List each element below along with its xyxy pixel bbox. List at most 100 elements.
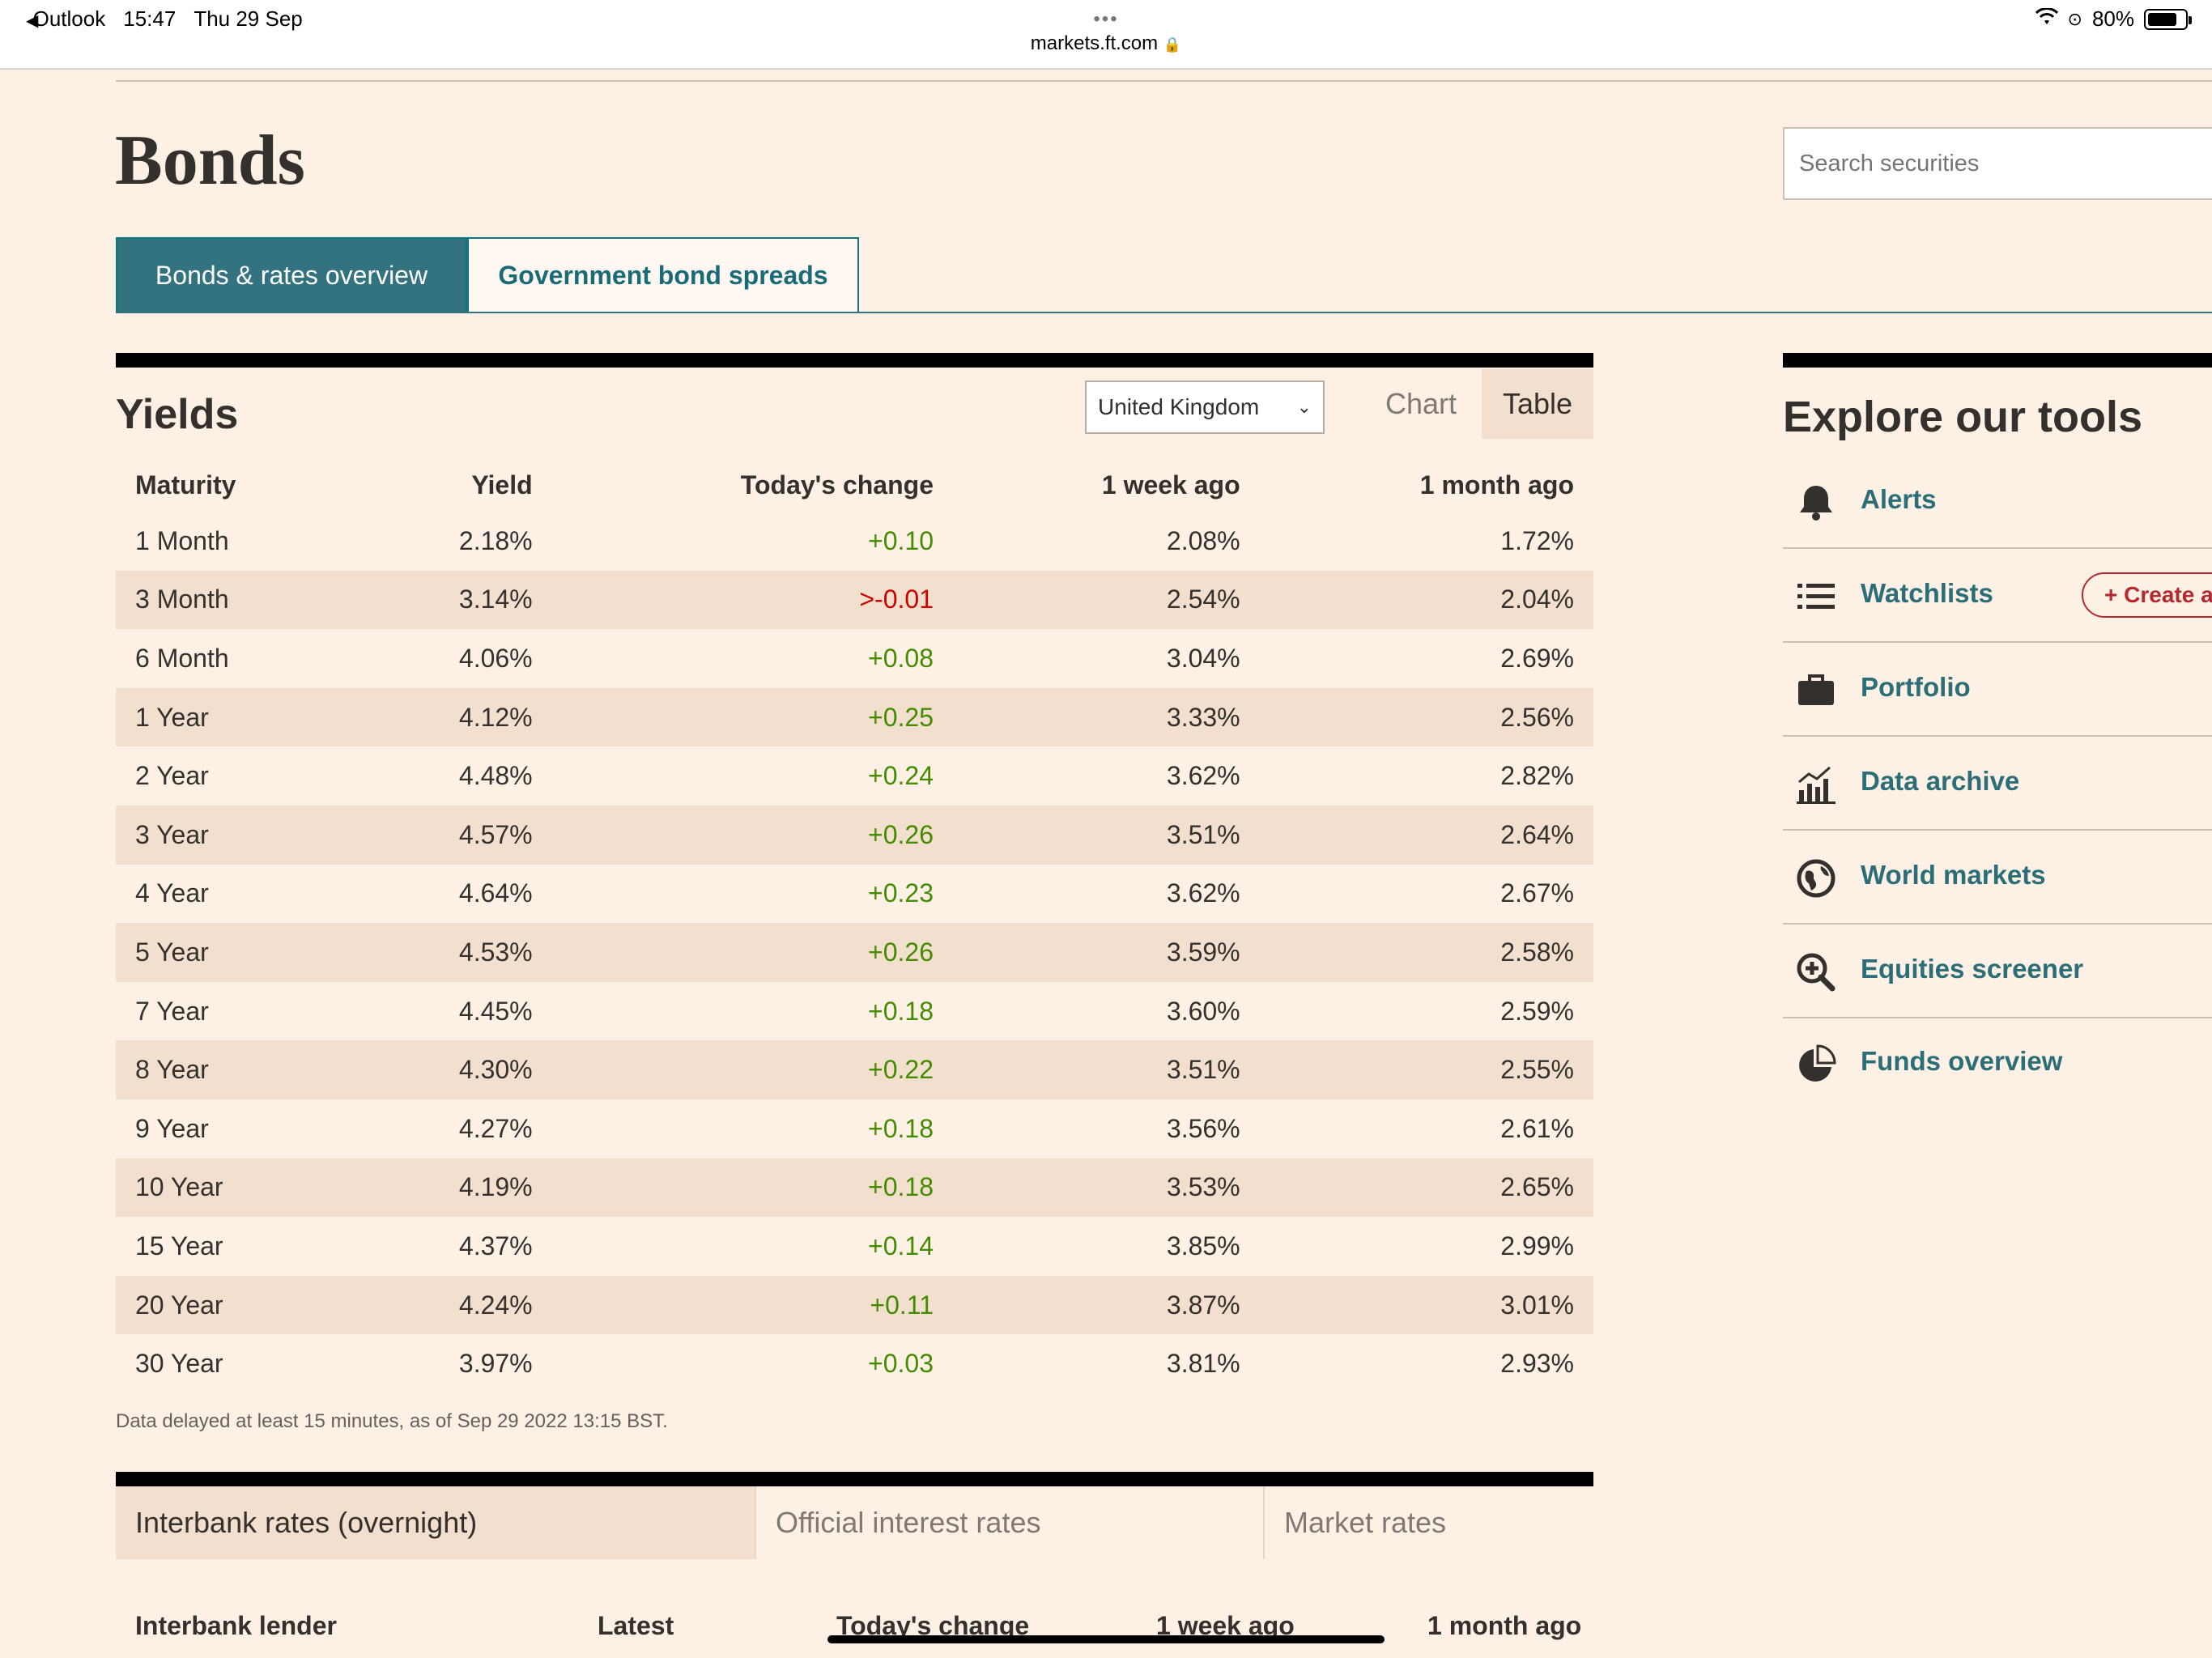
cell-1-month-ago: 2.93% (1500, 1349, 1574, 1379)
magnifier-plus-icon (1797, 953, 1836, 992)
cell-1-week-ago: 3.59% (952, 923, 1260, 982)
table-row: 10 Year 4.19% +0.18 3.53% 2.65% (116, 1158, 1593, 1218)
cell-todays-change: +0.25 (551, 687, 953, 747)
cell-yield: 4.57% (357, 805, 552, 865)
tool-world-markets[interactable]: World markets (1783, 832, 2212, 925)
create-watchlist-button[interactable]: + Create a (2082, 572, 2212, 618)
rates-tabs: Interbank rates (overnight) Official int… (116, 1486, 1593, 1559)
address-url[interactable]: markets.ft.com 🔒 (1030, 32, 1182, 54)
status-date: Thu 29 Sep (194, 6, 303, 31)
cell-yield: 4.06% (458, 643, 533, 673)
cell-1-week-ago: 3.56% (1166, 1113, 1240, 1143)
cell-1-month-ago: 2.69% (1500, 643, 1574, 673)
cell-1-month-ago: 2.82% (1500, 761, 1574, 791)
cell-maturity[interactable]: 10 Year (116, 1158, 358, 1218)
chevron-down-icon: ⌄ (1296, 397, 1312, 417)
tool-alerts[interactable]: Alerts (1783, 457, 2212, 549)
tool-watchlists-label: Watchlists (1861, 578, 1993, 608)
tab-market-rates[interactable]: Market rates (1263, 1486, 1593, 1559)
cell-maturity[interactable]: 8 Year (116, 1040, 358, 1099)
cell-maturity[interactable]: 5 Year (116, 923, 358, 982)
country-select-value: United Kingdom (1098, 394, 1260, 419)
pie-chart-icon (1799, 1044, 1836, 1082)
wifi-icon (2035, 6, 2058, 32)
view-chart-toggle[interactable]: Chart (1385, 387, 1457, 420)
chart-archive-icon (1797, 766, 1836, 804)
cell-1-month-ago: 3.01% (1259, 1275, 1593, 1335)
col-todays-change: Today's change (740, 470, 934, 500)
cell-yield: 4.27% (458, 1113, 533, 1143)
tool-funds-overview[interactable]: Funds overview (1783, 1018, 2212, 1111)
cell-yield: 4.45% (458, 996, 533, 1026)
tool-portfolio-label: Portfolio (1861, 672, 1971, 702)
cell-1-week-ago: 3.51% (952, 805, 1260, 865)
tab-bonds-rates-overview[interactable]: Bonds & rates overview (116, 237, 467, 313)
yields-top-bar (116, 353, 1593, 368)
cell-yield: 4.30% (357, 1040, 552, 1099)
globe-icon (1797, 859, 1836, 898)
status-time: 15:47 (123, 6, 177, 31)
cell-maturity[interactable]: 1 Month (135, 525, 229, 555)
tab-government-bond-spreads[interactable]: Government bond spreads (467, 237, 859, 313)
cell-1-week-ago: 2.54% (952, 570, 1260, 630)
cell-1-week-ago: 3.60% (1166, 996, 1240, 1026)
table-row: 4 Year 4.64% +0.23 3.62% 2.67% (116, 865, 1593, 924)
cell-yield: 4.24% (357, 1275, 552, 1335)
cell-1-week-ago: 3.81% (1166, 1349, 1240, 1379)
cell-maturity[interactable]: 2 Year (135, 761, 209, 791)
cell-maturity[interactable]: 1 Year (116, 687, 358, 747)
cell-maturity[interactable]: 6 Month (135, 643, 229, 673)
cell-yield: 4.53% (357, 923, 552, 982)
cell-maturity[interactable]: 3 Month (116, 570, 358, 630)
tool-watchlists[interactable]: Watchlists (1783, 551, 2212, 643)
table-row: 30 Year 3.97% +0.03 3.81% 2.93% (116, 1334, 1593, 1393)
table-row: 1 Month 2.18% +0.10 2.08% 1.72% (116, 512, 1593, 571)
section-tabs: Bonds & rates overview Government bond s… (116, 237, 859, 313)
table-row: 7 Year 4.45% +0.18 3.60% 2.59% (116, 982, 1593, 1041)
cell-maturity[interactable]: 20 Year (116, 1275, 358, 1335)
tool-portfolio[interactable]: Portfolio (1783, 644, 2212, 737)
status-right: ⊙ 80% (2035, 6, 2192, 32)
lock-icon: 🔒 (1163, 36, 1182, 53)
table-row: 1 Year 4.12% +0.25 3.33% 2.56% (116, 687, 1593, 747)
table-row: 3 Month 3.14% >-0.01 2.54% 2.04% (116, 570, 1593, 630)
cell-yield: 4.64% (458, 878, 533, 908)
tool-data-archive[interactable]: Data archive (1783, 738, 2212, 831)
table-row: 5 Year 4.53% +0.26 3.59% 2.58% (116, 923, 1593, 982)
yields-header-row: Maturity Yield Today's change 1 week ago… (116, 458, 1593, 512)
view-table-toggle[interactable]: Table (1482, 369, 1593, 439)
cell-maturity[interactable]: 3 Year (116, 805, 358, 865)
back-arrow-icon: ◀ (26, 12, 39, 30)
back-to-app-link[interactable]: ◀ Outlook (26, 6, 106, 31)
tool-equities-screener[interactable]: Equities screener (1783, 926, 2212, 1018)
table-row: 2 Year 4.48% +0.24 3.62% 2.82% (116, 746, 1593, 806)
cell-1-week-ago: 3.04% (1166, 643, 1240, 673)
col-1-month-ago: 1 month ago (1419, 470, 1574, 500)
col-rates-1-month-ago: 1 month ago (1427, 1611, 1582, 1640)
browser-address: ••• markets.ft.com 🔒 (0, 3, 2212, 55)
cell-1-month-ago: 2.64% (1259, 805, 1593, 865)
more-dots-icon[interactable]: ••• (1093, 8, 1119, 30)
cell-1-month-ago: 2.58% (1259, 923, 1593, 982)
cell-maturity[interactable]: 9 Year (135, 1113, 209, 1143)
table-row: 9 Year 4.27% +0.18 3.56% 2.61% (116, 1099, 1593, 1158)
tools-top-bar (1783, 353, 2212, 368)
country-select[interactable]: United Kingdom ⌄ (1085, 380, 1325, 434)
search-input[interactable] (1783, 127, 2212, 200)
cell-maturity[interactable]: 7 Year (135, 996, 209, 1026)
cell-1-week-ago: 3.87% (952, 1275, 1260, 1335)
cell-maturity[interactable]: 15 Year (135, 1231, 223, 1261)
tab-official-interest-rates[interactable]: Official interest rates (755, 1486, 1263, 1559)
home-indicator[interactable] (827, 1635, 1385, 1643)
tab-interbank-rates[interactable]: Interbank rates (overnight) (116, 1486, 755, 1559)
cell-maturity[interactable]: 30 Year (135, 1349, 223, 1379)
cell-todays-change: +0.14 (868, 1231, 934, 1261)
cell-1-week-ago: 3.62% (1166, 761, 1240, 791)
tool-funds-overview-label: Funds overview (1861, 1046, 2063, 1076)
cell-yield: 4.19% (357, 1158, 552, 1218)
cell-1-month-ago: 2.99% (1500, 1231, 1574, 1261)
cell-maturity[interactable]: 4 Year (135, 878, 209, 908)
col-1-week-ago: 1 week ago (1101, 470, 1240, 500)
col-latest: Latest (598, 1611, 674, 1640)
cell-todays-change: +0.10 (868, 525, 934, 555)
